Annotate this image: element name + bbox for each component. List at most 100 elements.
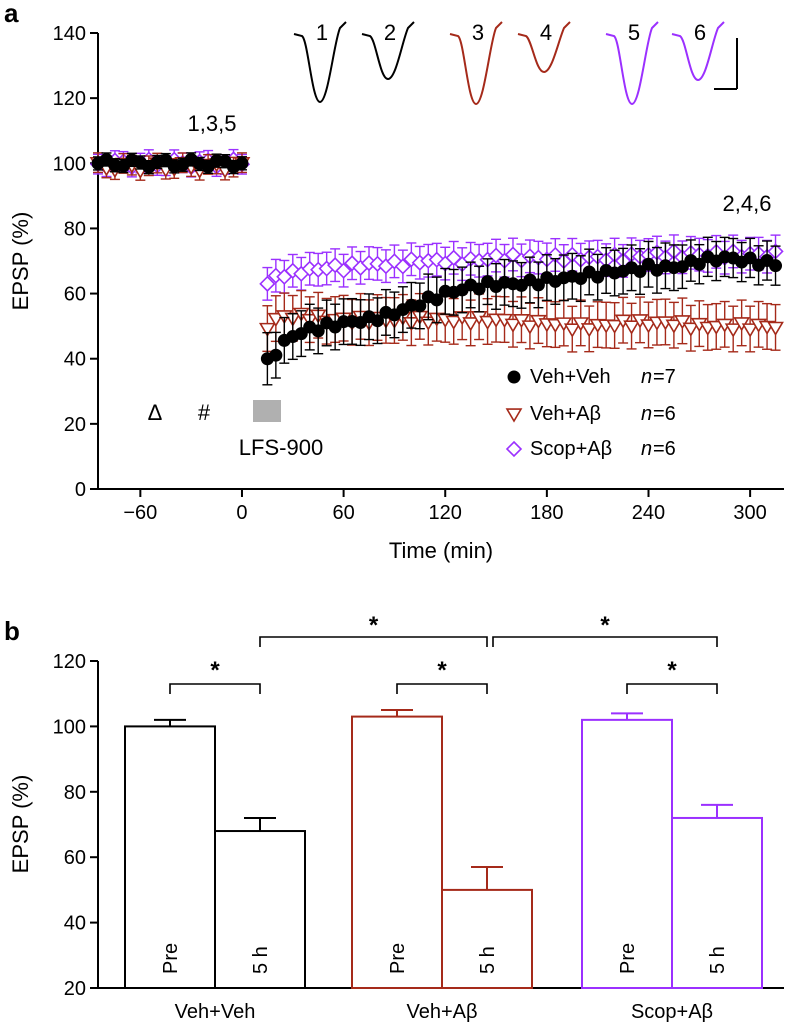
x-tick-label-a: 60 — [332, 502, 354, 524]
y-tick-label-a: 20 — [64, 414, 86, 436]
data-point-triangle-down — [682, 322, 700, 337]
data-point-triangle-down — [445, 315, 463, 330]
y-tick-label-a: 40 — [64, 349, 86, 371]
bar-pre — [581, 718, 673, 989]
trace-number: 4 — [540, 20, 552, 45]
group-label: Veh+Aβ — [406, 1001, 477, 1023]
legend-n-value: =7 — [653, 366, 676, 388]
y-axis-title-a: EPSP (%) — [8, 212, 33, 311]
data-point-circle — [472, 282, 486, 296]
trace-number: 5 — [628, 20, 640, 45]
data-point-triangle-down — [504, 318, 522, 333]
legend-marker-diamond — [505, 440, 523, 458]
data-point-circle — [294, 327, 308, 341]
significance-bracket — [492, 636, 718, 647]
trace-number: 3 — [472, 20, 484, 45]
data-point-circle — [531, 278, 545, 292]
data-point-diamond — [259, 275, 276, 292]
panel-label-a: a — [4, 0, 19, 28]
legend-n: n — [641, 366, 652, 388]
y-tick-label-b: 60 — [64, 847, 86, 869]
epsp-trace — [293, 21, 347, 104]
y-tick-label-a: 0 — [75, 479, 86, 501]
data-point-triangle-down — [724, 323, 742, 338]
significance-star: * — [210, 657, 220, 684]
data-point-triangle-down — [623, 320, 640, 335]
significance-bracket — [259, 636, 488, 647]
epsp-trace — [449, 21, 503, 106]
lfs-stimulus-box — [253, 400, 281, 422]
epsp-trace — [517, 21, 571, 74]
significance-bracket — [626, 683, 718, 694]
bar-label: Pre — [160, 943, 182, 974]
y-tick-label-b: 120 — [53, 651, 86, 673]
data-point-triangle-down — [258, 322, 276, 338]
data-point-circle — [769, 259, 783, 273]
legend-label: Veh+Aβ — [530, 403, 601, 425]
y-tick-label-a: 140 — [53, 23, 86, 45]
significance-star: * — [600, 612, 610, 639]
data-point-triangle-down — [673, 315, 691, 330]
bar-label: 5 h — [707, 946, 729, 974]
post-trace-label: 2,4,6 — [723, 191, 772, 216]
legend-label: Veh+Veh — [530, 366, 611, 388]
x-axis-title-a: Time (min) — [389, 538, 493, 563]
legend-label: Scop+Aβ — [530, 438, 612, 460]
significance-star: * — [369, 612, 379, 639]
data-point-circle — [574, 272, 588, 286]
data-point-circle — [413, 299, 427, 313]
data-point-diamond — [394, 258, 412, 275]
bar-label: Pre — [617, 943, 639, 974]
significance-star: * — [437, 657, 447, 684]
data-point-triangle-down — [665, 319, 683, 334]
legend-n: n — [641, 403, 652, 425]
legend-n-value: =6 — [653, 438, 676, 460]
data-point-circle — [633, 265, 647, 279]
lfs-label: LFS-900 — [239, 435, 323, 460]
y-tick-label-a: 120 — [53, 88, 86, 110]
significance-bracket — [396, 683, 488, 694]
legend-marker-triangle-down — [505, 408, 523, 423]
significance-star: * — [667, 657, 677, 684]
delta-marker: Δ — [148, 400, 163, 425]
data-point-triangle-down — [521, 320, 539, 335]
x-tick-label-a: 300 — [733, 502, 766, 524]
data-point-triangle-down — [606, 319, 624, 335]
bar-pre — [124, 725, 216, 990]
pre-trace-label: 1,3,5 — [188, 111, 237, 136]
bar-5h — [671, 816, 763, 990]
group-label: Veh+Veh — [175, 1001, 256, 1023]
x-tick-label-a: 120 — [429, 502, 462, 524]
epsp-trace — [671, 21, 725, 82]
data-point-triangle-down — [267, 312, 285, 328]
data-point-circle — [269, 348, 283, 362]
hash-marker: # — [198, 400, 211, 425]
y-tick-label-a: 100 — [53, 153, 86, 175]
x-tick-label-a: 180 — [530, 502, 563, 524]
data-point-triangle-down — [741, 323, 759, 338]
y-tick-label-a: 80 — [64, 218, 86, 240]
x-tick-label-a: 0 — [236, 502, 247, 524]
data-point-triangle-down — [640, 319, 657, 334]
legend-n-value: =6 — [653, 403, 676, 425]
trace-number: 6 — [694, 20, 706, 45]
x-tick-label-a: 240 — [632, 502, 665, 524]
y-tick-label-b: 40 — [64, 913, 86, 935]
bar-5h — [214, 830, 306, 989]
legend-marker-circle — [507, 370, 521, 384]
data-point-circle — [430, 293, 444, 307]
bar-label: 5 h — [477, 946, 499, 974]
data-point-triangle-down — [479, 315, 496, 331]
panel-label-b: b — [4, 616, 20, 646]
data-point-diamond — [335, 262, 352, 279]
data-point-circle — [692, 257, 706, 271]
data-point-circle — [235, 156, 249, 170]
y-tick-label-b: 20 — [64, 978, 86, 1000]
bar-label: 5 h — [250, 946, 272, 974]
trace-number: 1 — [316, 20, 328, 45]
x-tick-label-a: −60 — [123, 502, 157, 524]
data-point-circle — [370, 314, 384, 328]
legend-n: n — [641, 438, 652, 460]
epsp-trace — [361, 21, 415, 81]
